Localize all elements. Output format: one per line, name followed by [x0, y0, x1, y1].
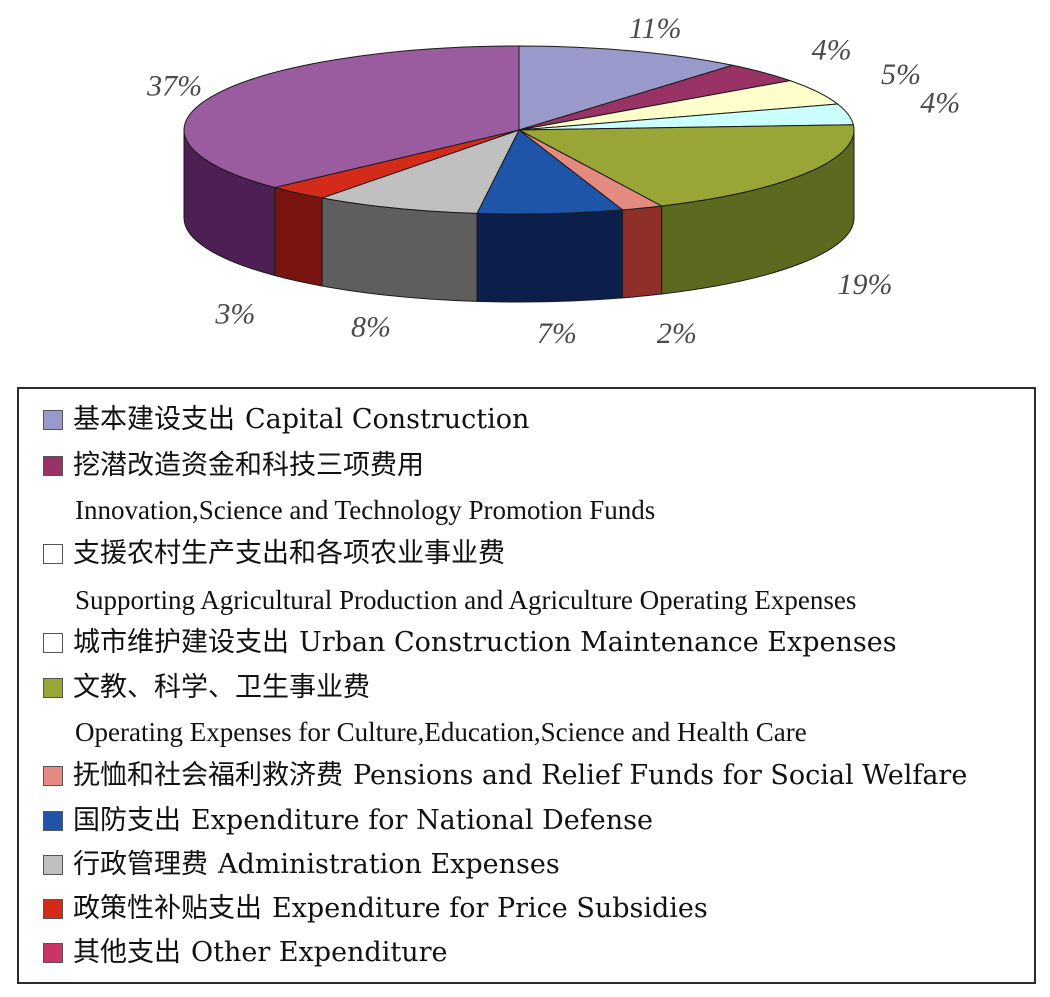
legend-item-innovation-funds: 挖潜改造资金和科技三项费用: [43, 451, 434, 481]
legend-swatch: [43, 633, 63, 653]
legend-item-culture-education: 文教、科学、卫生事业费: [43, 673, 380, 703]
data-label-2: 5%: [881, 58, 921, 91]
data-label-5: 2%: [657, 317, 697, 350]
pie-slice-9: [183, 45, 520, 189]
pie-side-6: [476, 209, 624, 303]
legend-item-administration: 行政管理费 Administration Expenses: [43, 850, 560, 880]
legend-swatch: [43, 766, 63, 786]
legend-swatch: [43, 811, 63, 831]
data-label-8: 3%: [214, 298, 255, 331]
data-label-0: 11%: [629, 12, 682, 45]
legend-swatch: [43, 899, 63, 919]
legend-item-agricultural-production: 支援农村生产支出和各项农业事业费: [43, 539, 515, 569]
legend-item-price-subsidies: 政策性补贴支出 Expenditure for Price Subsidies: [43, 894, 708, 924]
legend: 基本建设支出 Capital Construction 挖潜改造资金和科技三项费用…: [17, 387, 1036, 984]
legend-swatch: [43, 544, 63, 564]
pie-slice-6: [476, 129, 624, 215]
data-label-4: 19%: [838, 268, 893, 301]
legend-item-innovation-funds-en: Innovation,Science and Technology Promot…: [75, 495, 656, 525]
data-label-1: 4%: [812, 33, 852, 66]
legend-swatch: [43, 678, 63, 698]
data-label-3: 4%: [920, 87, 960, 120]
pie-side-8: [274, 186, 323, 287]
legend-item-agricultural-production-en: Supporting Agricultural Production and A…: [75, 585, 857, 615]
legend-item-capital-construction: 基本建设支出 Capital Construction: [43, 405, 529, 435]
pie-side-5: [622, 205, 663, 299]
pie-chart: 11%4%5%4%19%2%7%8%3%37%: [146, 12, 960, 350]
legend-item-other: 其他支出 Other Expenditure: [43, 938, 447, 968]
legend-swatch: [43, 855, 63, 875]
pie-slice-7: [320, 129, 521, 214]
legend-item-national-defense: 国防支出 Expenditure for National Defense: [43, 806, 653, 836]
pie-slice-0: [518, 45, 733, 131]
legend-swatch: [43, 410, 63, 430]
data-label-7: 8%: [351, 311, 391, 344]
data-label-9: 37%: [146, 70, 202, 103]
pie-slice-4: [517, 124, 855, 207]
data-label-6: 7%: [537, 317, 577, 350]
legend-item-pensions-relief: 抚恤和社会福利救济费 Pensions and Relief Funds for …: [43, 761, 967, 791]
legend-item-urban-maintenance: 城市维护建设支出 Urban Construction Maintenance E…: [43, 628, 897, 658]
legend-item-culture-education-en: Operating Expenses for Culture,Education…: [75, 717, 807, 747]
legend-swatch: [43, 943, 63, 963]
pie-side-7: [321, 197, 478, 302]
legend-swatch: [43, 456, 63, 476]
